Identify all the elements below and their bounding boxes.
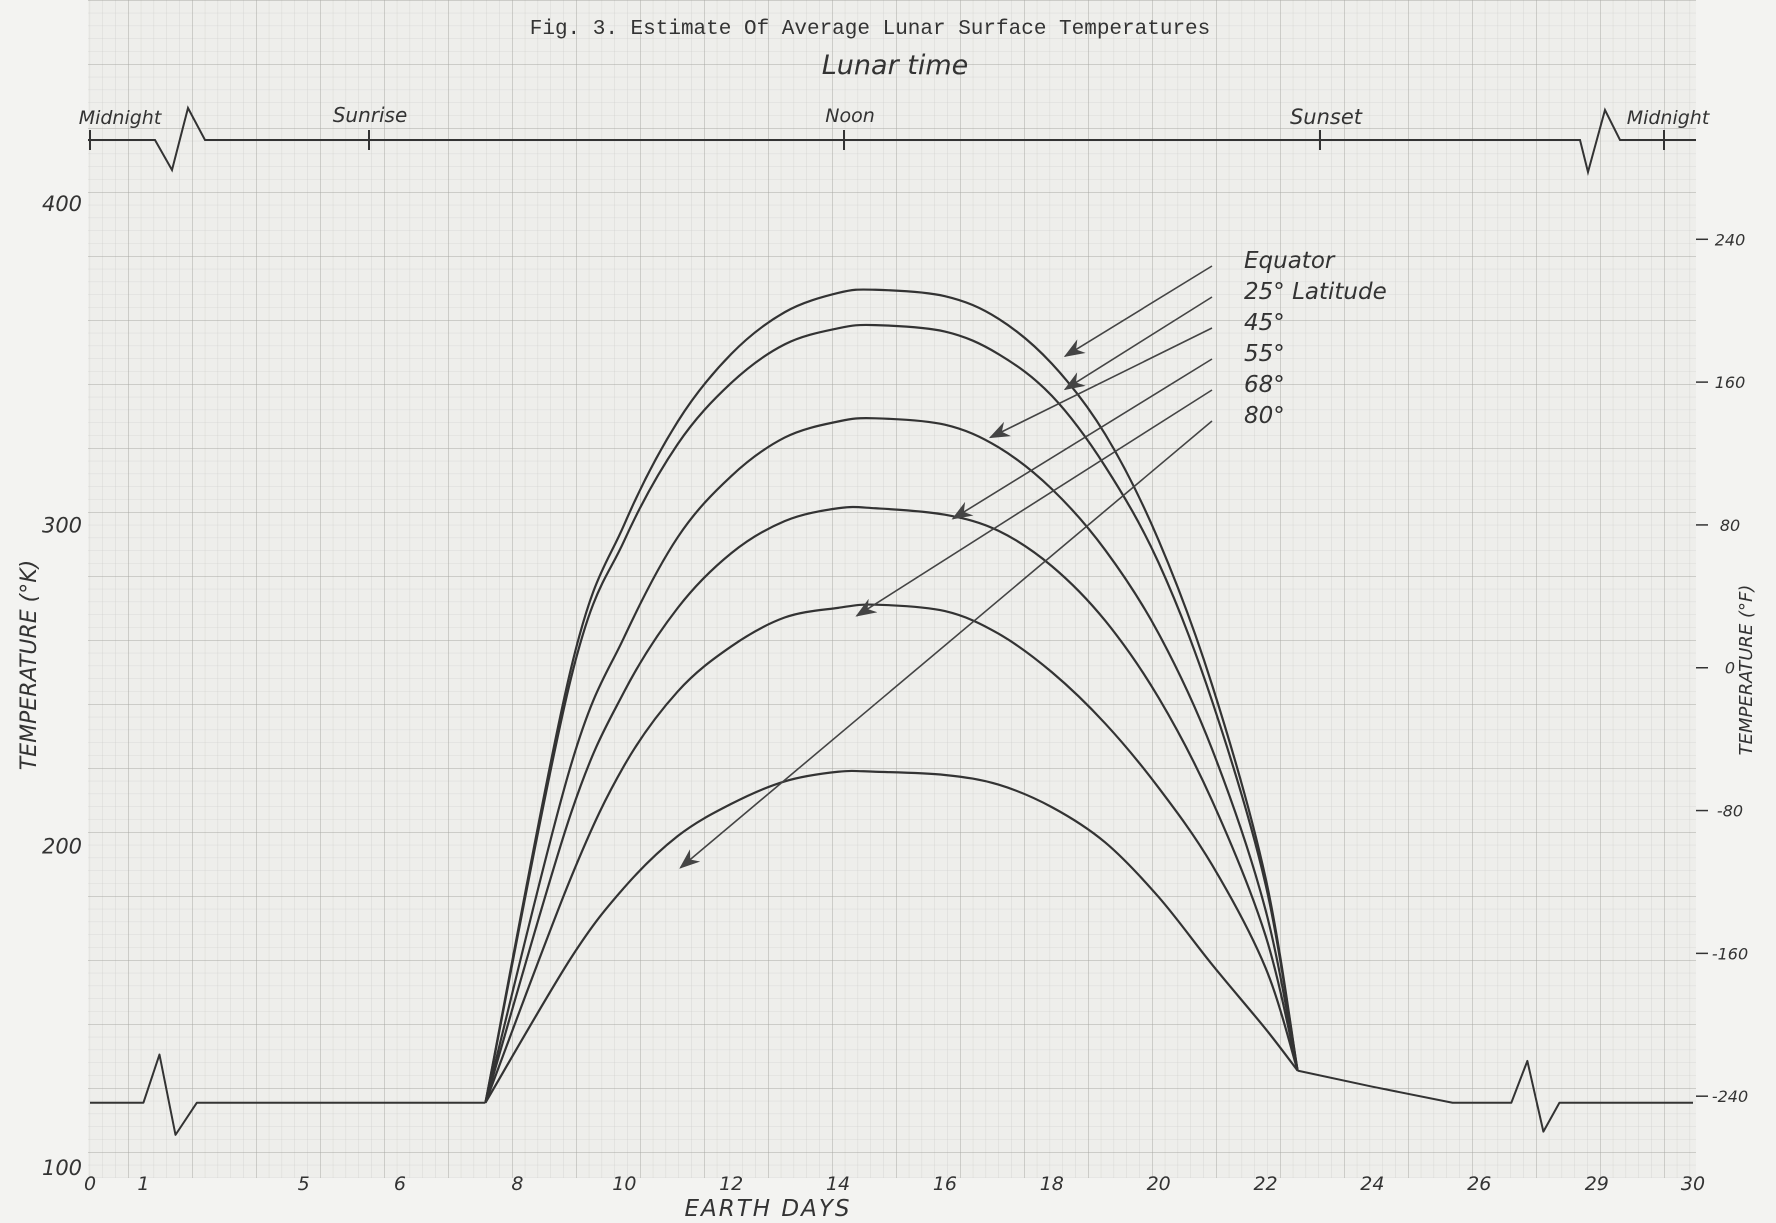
- x-tick-label: 30: [1681, 1173, 1705, 1195]
- legend-arrow: [951, 358, 1213, 520]
- legend-arrow: [988, 327, 1213, 439]
- y-axis-right-tick-labels: 240 160 80 0 -80 -160 -240: [1696, 230, 1748, 1106]
- legend-label: 80°: [1244, 403, 1285, 429]
- series-line-2: [484, 417, 1299, 1104]
- x-axis-tick-labels: 0 1 5 6 8 10 12 14 16 18 20 22 24 26 29 30: [84, 1173, 1705, 1195]
- y-right-tick-label: 0: [1725, 659, 1735, 678]
- series-line-0: [484, 288, 1299, 1103]
- y-left-tick-label: 400: [42, 192, 82, 216]
- legend-arrow: [1063, 296, 1213, 391]
- x-tick-label: 6: [394, 1173, 406, 1195]
- x-tick-label: 18: [1040, 1173, 1064, 1195]
- night-baseline-line: [1297, 1059, 1693, 1133]
- legend-arrow: [855, 389, 1213, 617]
- x-tick-label: 5: [298, 1173, 310, 1195]
- x-axis-title: EARTH DAYS: [685, 1196, 852, 1222]
- lunar-label-midnight-end: Midnight: [1627, 107, 1711, 129]
- y-right-tick-label: 240: [1715, 230, 1746, 249]
- y-right-tick-label: 160: [1715, 373, 1746, 392]
- series-line-4: [484, 603, 1299, 1104]
- series-line-1: [484, 323, 1299, 1103]
- y-right-tick-label: -80: [1717, 802, 1743, 821]
- y-left-tick-label: 200: [42, 835, 82, 859]
- lunar-label-midnight-start: Midnight: [79, 107, 163, 129]
- x-tick-label: 1: [137, 1173, 149, 1195]
- x-tick-label: 14: [826, 1173, 850, 1195]
- x-tick-label: 0: [84, 1173, 96, 1195]
- chart-subtitle: Lunar time: [822, 50, 969, 81]
- y-left-tick-label: 100: [42, 1156, 82, 1180]
- y-right-tick-label: -240: [1712, 1087, 1748, 1106]
- x-tick-label: 12: [719, 1173, 743, 1195]
- lunar-label-sunrise: Sunrise: [333, 103, 408, 127]
- graph-paper-major-grid: [88, 0, 1696, 1178]
- night-baseline-line: [90, 1053, 486, 1136]
- x-tick-label: 8: [511, 1173, 523, 1195]
- lunar-label-sunset: Sunset: [1290, 105, 1363, 129]
- legend-label: 45°: [1244, 310, 1285, 336]
- x-tick-label: 10: [612, 1173, 636, 1195]
- legend-arrow: [1063, 265, 1213, 358]
- legend-label: 68°: [1244, 372, 1285, 398]
- x-tick-label: 22: [1253, 1173, 1277, 1195]
- legend-arrow: [679, 420, 1213, 869]
- series-line-3: [484, 505, 1299, 1104]
- y-axis-right-title: TEMPERATURE (°F): [1736, 585, 1757, 756]
- lunar-label-noon: Noon: [825, 105, 875, 127]
- chart-title: Fig. 3. Estimate Of Average Lunar Surfac…: [530, 18, 1211, 41]
- series-layer: [90, 288, 1693, 1136]
- legend-label: 55°: [1244, 341, 1285, 367]
- x-tick-label: 20: [1147, 1173, 1171, 1195]
- y-right-tick-label: -160: [1712, 944, 1748, 963]
- x-tick-label: 24: [1360, 1173, 1384, 1195]
- y-left-tick-label: 300: [42, 513, 82, 537]
- x-tick-label: 29: [1585, 1173, 1609, 1195]
- x-tick-label: 16: [933, 1173, 957, 1195]
- legend-label: 25° Latitude: [1244, 279, 1387, 305]
- y-axis-left-tick-labels: 100 200 300 400: [42, 192, 82, 1180]
- lunar-time-line: [88, 105, 1696, 176]
- series-line-5: [484, 769, 1299, 1104]
- y-right-tick-label: 80: [1720, 516, 1740, 535]
- legend: Equator 25° Latitude 45° 55° 68° 80°: [679, 248, 1387, 869]
- legend-label: Equator: [1244, 248, 1336, 274]
- lunar-time-axis: Midnight Sunrise Noon Sunset Midnight: [79, 103, 1711, 176]
- y-axis-left-title: TEMPERATURE (°K): [17, 560, 42, 771]
- x-tick-label: 26: [1467, 1173, 1491, 1195]
